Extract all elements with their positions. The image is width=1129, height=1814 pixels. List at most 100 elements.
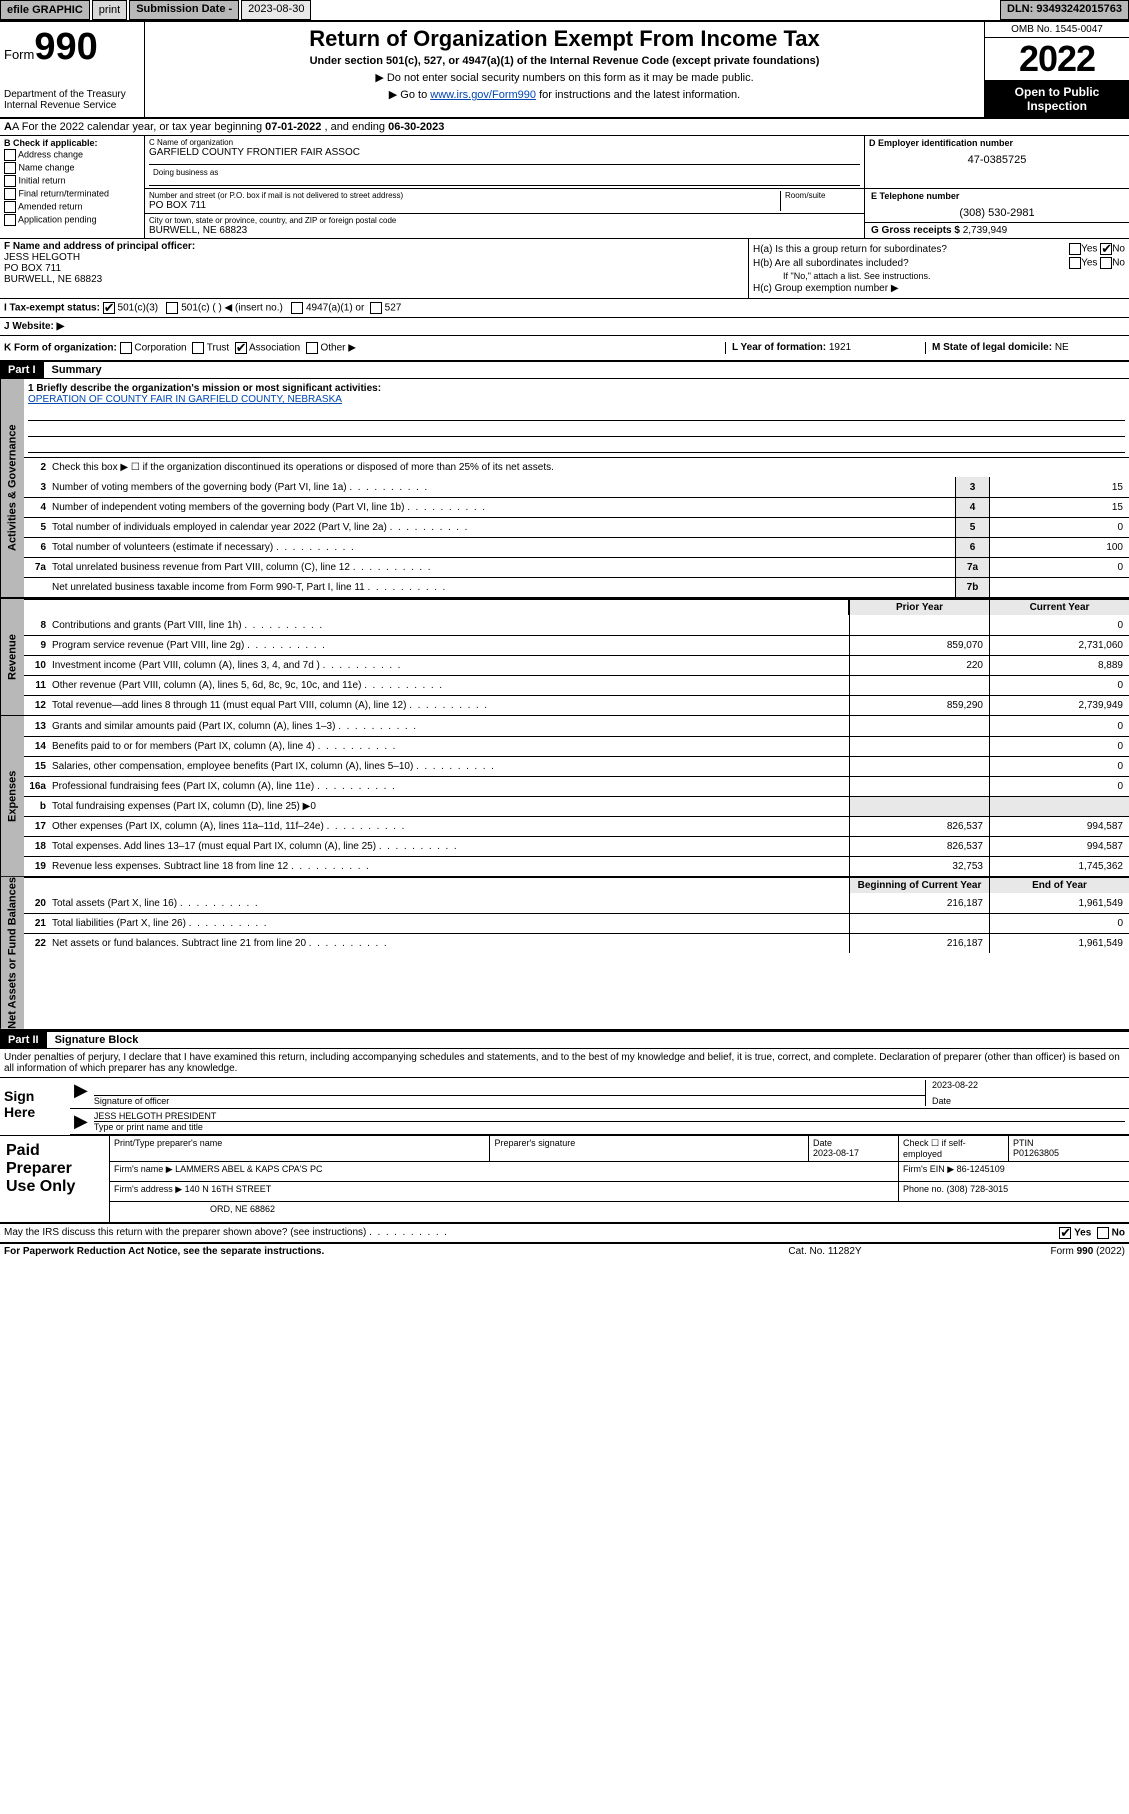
org-address: PO BOX 711	[149, 200, 780, 211]
efile-button[interactable]: efile GRAPHIC	[0, 0, 90, 20]
q1-mission: 1 Briefly describe the organization's mi…	[24, 379, 1129, 457]
dln-label: DLN: 93493242015763	[1000, 0, 1129, 20]
summary-row: 11Other revenue (Part VIII, column (A), …	[24, 675, 1129, 695]
row-k: K Form of organization: Corporation Trus…	[4, 342, 725, 354]
inspection-label: Open to Public Inspection	[985, 80, 1129, 117]
subtitle-1: Under section 501(c), 527, or 4947(a)(1)…	[149, 55, 980, 67]
tab-revenue: Revenue	[0, 599, 24, 715]
summary-row: 10Investment income (Part VIII, column (…	[24, 655, 1129, 675]
part-ii-header: Part II Signature Block	[0, 1030, 1129, 1049]
firm-ein: 86-1245109	[957, 1164, 1005, 1174]
box-f: F Name and address of principal officer:…	[0, 239, 749, 298]
box-e: E Telephone number (308) 530-2981	[865, 189, 1129, 223]
box-b: B Check if applicable: Address change Na…	[0, 136, 145, 238]
signature-arrow-icon: ▶	[74, 1080, 88, 1106]
summary-row: 15Salaries, other compensation, employee…	[24, 756, 1129, 776]
part-i-header: Part I Summary	[0, 362, 1129, 379]
summary-row: 8Contributions and grants (Part VIII, li…	[24, 615, 1129, 635]
row-m: M State of legal domicile: NE	[925, 342, 1125, 354]
row-l: L Year of formation: 1921	[725, 342, 925, 354]
opt-initial-return: Initial return	[19, 175, 66, 185]
status-website-block: I Tax-exempt status: 501(c)(3) 501(c) ( …	[0, 299, 1129, 336]
ein-value: 47-0385725	[869, 154, 1125, 166]
box-h: H(a) Is this a group return for subordin…	[749, 239, 1129, 298]
omb-number: OMB No. 1545-0047	[985, 22, 1129, 38]
summary-row: 9Program service revenue (Part VIII, lin…	[24, 635, 1129, 655]
summary-row: 21Total liabilities (Part X, line 26)0	[24, 913, 1129, 933]
dept-label: Department of the Treasury Internal Reve…	[4, 89, 140, 111]
opt-amended: Amended return	[18, 201, 83, 211]
prep-date: 2023-08-17	[813, 1148, 859, 1158]
mission-text[interactable]: OPERATION OF COUNTY FAIR IN GARFIELD COU…	[28, 394, 342, 405]
org-name: GARFIELD COUNTY FRONTIER FAIR ASSOC	[149, 147, 860, 158]
opt-name-change: Name change	[19, 162, 75, 172]
summary-row: 6Total number of volunteers (estimate if…	[24, 537, 1129, 557]
opt-app-pending: Application pending	[18, 214, 97, 224]
firm-addr: 140 N 16TH STREET	[185, 1184, 272, 1194]
signature-block: Under penalties of perjury, I declare th…	[0, 1049, 1129, 1244]
summary-row: 5Total number of individuals employed in…	[24, 517, 1129, 537]
firm-addr2: ORD, NE 68862	[110, 1202, 1129, 1222]
sign-here-label: Sign Here	[0, 1078, 70, 1135]
irs-link[interactable]: www.irs.gov/Form990	[430, 89, 536, 101]
dba-label: Doing business as	[153, 168, 218, 177]
subtitle-2: ▶ Do not enter social security numbers o…	[149, 71, 980, 84]
summary-row: 3Number of voting members of the governi…	[24, 477, 1129, 497]
submission-date: 2023-08-30	[241, 0, 311, 20]
summary-row: 13Grants and similar amounts paid (Part …	[24, 716, 1129, 736]
org-city: BURWELL, NE 68823	[149, 225, 860, 236]
tax-year: 2022	[985, 38, 1129, 80]
top-bar: efile GRAPHIC print Submission Date - 20…	[0, 0, 1129, 22]
submission-label: Submission Date -	[129, 0, 239, 20]
summary-row: 22Net assets or fund balances. Subtract …	[24, 933, 1129, 953]
subtitle-3: ▶ Go to www.irs.gov/Form990 for instruct…	[149, 88, 980, 101]
summary-row: 18Total expenses. Add lines 13–17 (must …	[24, 836, 1129, 856]
summary-row: bTotal fundraising expenses (Part IX, co…	[24, 796, 1129, 816]
form-org-row: K Form of organization: Corporation Trus…	[0, 336, 1129, 362]
print-button[interactable]: print	[92, 0, 127, 20]
paid-preparer-block: Paid Preparer Use Only Print/Type prepar…	[0, 1136, 1129, 1224]
form-title: Return of Organization Exempt From Incom…	[149, 26, 980, 52]
summary-row: 7aTotal unrelated business revenue from …	[24, 557, 1129, 577]
tab-net-assets: Net Assets or Fund Balances	[0, 877, 24, 1029]
row-i: I Tax-exempt status: 501(c)(3) 501(c) ( …	[0, 299, 1129, 318]
summary-row: 19Revenue less expenses. Subtract line 1…	[24, 856, 1129, 876]
firm-name: LAMMERS ABEL & KAPS CPA'S PC	[175, 1164, 322, 1174]
opt-address-change: Address change	[18, 149, 83, 159]
box-d: D Employer identification number 47-0385…	[864, 136, 1129, 188]
gross-receipts: 2,739,949	[963, 225, 1008, 236]
summary-row: 4Number of independent voting members of…	[24, 497, 1129, 517]
section-net-assets: Net Assets or Fund Balances Beginning of…	[0, 877, 1129, 1030]
summary-row: 12Total revenue—add lines 8 through 11 (…	[24, 695, 1129, 715]
tax-period: AA For the 2022 calendar year, or tax ye…	[0, 119, 1129, 136]
form-header: Form990 Department of the Treasury Inter…	[0, 22, 1129, 119]
page-footer: For Paperwork Reduction Act Notice, see …	[0, 1244, 1129, 1259]
q2-text: Check this box ▶ ☐ if the organization d…	[52, 460, 1129, 475]
summary-row: 16aProfessional fundraising fees (Part I…	[24, 776, 1129, 796]
opt-final-return: Final return/terminated	[19, 188, 110, 198]
summary-row: Net unrelated business taxable income fr…	[24, 577, 1129, 597]
summary-row: 17Other expenses (Part IX, column (A), l…	[24, 816, 1129, 836]
ptin-value: P01263805	[1013, 1148, 1059, 1158]
section-expenses: Expenses 13Grants and similar amounts pa…	[0, 716, 1129, 877]
form-number: Form990	[4, 26, 140, 69]
tab-governance: Activities & Governance	[0, 379, 24, 597]
org-info-block: B Check if applicable: Address change Na…	[0, 136, 1129, 239]
officer-name-title: JESS HELGOTH PRESIDENT	[94, 1111, 1125, 1122]
officer-name: JESS HELGOTH	[4, 252, 80, 263]
tab-expenses: Expenses	[0, 716, 24, 876]
discuss-row: May the IRS discuss this return with the…	[0, 1224, 1129, 1244]
firm-phone: (308) 728-3015	[947, 1184, 1009, 1194]
row-j: J Website: ▶	[0, 318, 1129, 335]
declaration-text: Under penalties of perjury, I declare th…	[0, 1049, 1129, 1078]
summary-row: 14Benefits paid to or for members (Part …	[24, 736, 1129, 756]
summary-row: 20Total assets (Part X, line 16)216,1871…	[24, 893, 1129, 913]
officer-group-block: F Name and address of principal officer:…	[0, 239, 1129, 299]
phone-value: (308) 530-2981	[871, 207, 1123, 219]
sig-date: 2023-08-22	[932, 1080, 1125, 1096]
section-governance: Activities & Governance 1 Briefly descri…	[0, 379, 1129, 598]
box-g: G Gross receipts $ 2,739,949	[865, 223, 1129, 238]
name-arrow-icon: ▶	[74, 1111, 88, 1132]
org-name-label: C Name of organization	[149, 138, 860, 147]
section-revenue: Revenue Prior YearCurrent Year 8Contribu…	[0, 598, 1129, 716]
